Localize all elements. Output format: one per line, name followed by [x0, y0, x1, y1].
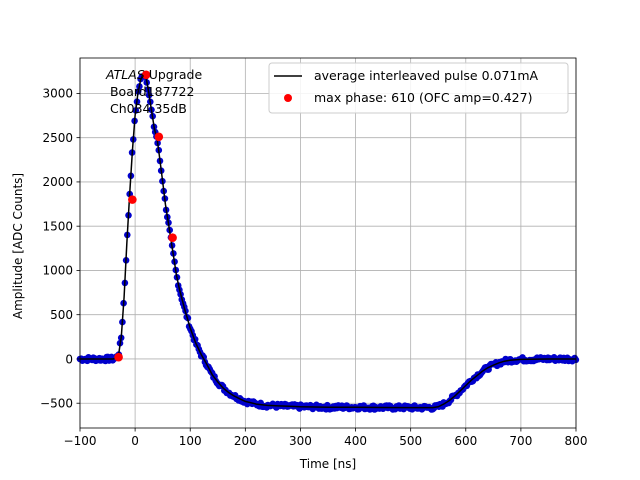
x-tick-label: 200 [234, 434, 257, 448]
ofc-point [114, 352, 123, 362]
annotation-channel: Ch034 35dB [106, 101, 187, 116]
legend-label-pulse: average interleaved pulse 0.071mA [314, 68, 539, 83]
average-pulse-line [80, 72, 576, 409]
x-tick-label: 800 [565, 434, 588, 448]
x-tick-label: 400 [344, 434, 367, 448]
ofc-point [141, 70, 151, 80]
x-tick-label: 700 [509, 434, 532, 448]
x-tick-label: 500 [399, 434, 422, 448]
y-tick-label: 0 [65, 352, 73, 366]
ofc-point [128, 195, 137, 204]
x-axis-ticks: −100 0 100 200 300 400 500 600 700 800 [64, 428, 588, 448]
ofc-points [114, 70, 177, 362]
y-axis-ticks: −500 0 500 1000 1500 2000 2500 3000 [40, 87, 80, 411]
x-tick-label: 300 [289, 434, 312, 448]
atlas-annotation: ATLAS Upgrade Board187722 Ch034 35dB [105, 67, 202, 116]
y-tick-label: 1000 [42, 264, 73, 278]
y-tick-label: 1500 [42, 219, 73, 233]
annotation-atlas: ATLAS [105, 67, 145, 82]
x-tick-label: 100 [179, 434, 202, 448]
y-tick-label: 500 [50, 308, 73, 322]
annotation-board: Board187722 [106, 84, 194, 99]
legend: average interleaved pulse 0.071mA max ph… [268, 62, 569, 114]
y-tick-label: 2500 [42, 131, 73, 145]
ofc-point [154, 132, 164, 142]
y-tick-label: −500 [40, 397, 73, 411]
legend-label-ofc: max phase: 610 (OFC amp=0.427) [314, 90, 532, 105]
y-tick-label: 3000 [42, 87, 73, 101]
svg-text:ATLAS Upgrade: ATLAS Upgrade [105, 67, 202, 82]
x-tick-label: 600 [454, 434, 477, 448]
ofc-point [168, 233, 177, 242]
annotation-upgrade: Upgrade [145, 67, 203, 82]
x-tick-label: −100 [64, 434, 97, 448]
x-axis-label: Time [ns] [299, 457, 356, 471]
y-tick-label: 2000 [42, 175, 73, 189]
x-tick-label: 0 [131, 434, 139, 448]
legend-marker-ofc [284, 94, 292, 102]
y-axis-label: Amplitude [ADC Counts] [11, 173, 25, 319]
pulse-line-layer [80, 72, 576, 409]
plot-frame [79, 57, 577, 429]
legend-box [268, 62, 569, 114]
